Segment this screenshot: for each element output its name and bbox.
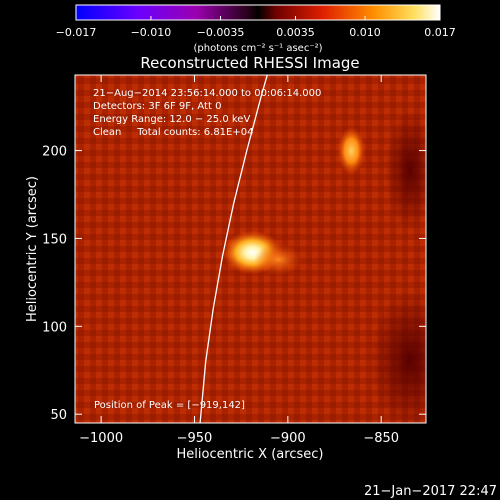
info-line: 21−Aug−2014 23:56:14.000 to 00:06:14.000 xyxy=(93,88,321,99)
dim-region xyxy=(385,110,426,230)
info-line: Clean Total counts: 6.81E+04 xyxy=(93,127,253,138)
y-axis-label: Heliocentric Y (arcsec) xyxy=(25,176,40,322)
colorbar-tick-label: 0.0035 xyxy=(276,26,315,39)
plot-frame xyxy=(74,74,427,424)
x-tick-label: −900 xyxy=(270,431,306,446)
y-tick-label: 50 xyxy=(50,408,67,423)
x-axis: −1000 −950 −900 −850 xyxy=(79,75,399,446)
y-tick-label: 150 xyxy=(42,232,67,247)
solar-limb xyxy=(199,75,268,423)
x-tick-label: −850 xyxy=(363,431,399,446)
colorbar-ticks: −0.017 −0.010 −0.0035 0.0035 0.010 0.017 xyxy=(56,16,456,39)
colorbar-tick-label: −0.010 xyxy=(131,26,172,39)
y-axis: 50 100 150 200 xyxy=(42,145,426,423)
x-tick-label: −1000 xyxy=(79,431,123,446)
y-tick-label: 100 xyxy=(42,320,67,335)
colorbar: −0.017 −0.010 −0.0035 0.0035 0.010 0.017 (pho… xyxy=(56,4,456,54)
dim-region xyxy=(370,290,426,423)
colorbar-tick-label: 0.017 xyxy=(424,26,456,39)
info-line: Detectors: 3F 6F 9F, Att 0 xyxy=(93,101,221,112)
emission-sources xyxy=(222,126,366,276)
plot-area xyxy=(75,75,426,423)
y-tick-label: 200 xyxy=(42,145,67,160)
x-axis-label: Heliocentric X (arcsec) xyxy=(177,447,324,462)
info-line: Energy Range: 12.0 − 25.0 keV xyxy=(93,114,250,125)
colorbar-tick-label: 0.010 xyxy=(349,26,381,39)
colorbar-units: (photons cm⁻² s⁻¹ asec⁻²) xyxy=(193,43,322,54)
colorbar-tick-label: −0.017 xyxy=(56,26,97,39)
peak-position-label: Position of Peak = [−919,142] xyxy=(94,400,245,411)
chart-title: Reconstructed RHESSI Image xyxy=(140,54,359,72)
source-secondary xyxy=(337,126,366,175)
x-tick-label: −950 xyxy=(177,431,213,446)
colorbar-gradient xyxy=(75,4,441,21)
source-tail xyxy=(254,243,303,276)
colorbar-tick-label: −0.0035 xyxy=(197,26,245,39)
info-annotation: 21−Aug−2014 23:56:14.000 to 00:06:14.000… xyxy=(93,88,321,138)
timestamp: 21−Jan−2017 22:47 xyxy=(364,484,497,499)
